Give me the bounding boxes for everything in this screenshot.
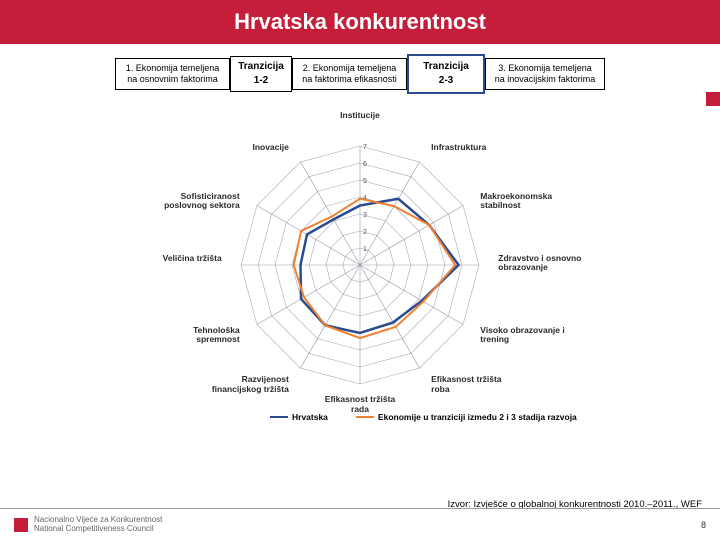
legend-transition: Ekonomije u tranziciji između 2 i 3 stad… [356,412,577,422]
axis-label: Sofisticiranost poslovnog sektora [150,192,240,211]
axis-label: Efikasnost tržišta roba [431,375,521,394]
legend-swatch-transition [356,416,374,418]
stage-row: 1. Ekonomija temeljena na osnovnim fakto… [0,54,720,94]
chart-legend: Hrvatska Ekonomije u tranziciji između 2… [270,412,577,422]
slide-title: Hrvatska konkurentnost [0,0,720,44]
axis-label: Veličina tržišta [132,254,222,263]
transition-1-label: Tranzicija [237,61,285,73]
transition-1: Tranzicija 1-2 [230,56,292,92]
transition-2-highlight: Tranzicija 2-3 [407,54,485,94]
svg-text:5: 5 [363,178,367,185]
svg-text:2: 2 [363,229,367,236]
axis-label: Visoko obrazovanje i trening [480,326,570,345]
legend-croatia: Hrvatska [270,412,328,422]
svg-text:7: 7 [363,144,367,151]
footer: Nacionalno Vijeće za KonkurentnostNation… [0,508,720,540]
radar-svg: 1234567 [0,100,720,430]
axis-label: Makroekonomska stabilnost [480,192,570,211]
svg-text:3: 3 [363,212,367,219]
axis-label: Zdravstvo i osnovno obrazovanje [498,254,588,273]
axis-label: Inovacije [199,143,289,152]
axis-label: Razvijenost financijskog tržišta [199,375,289,394]
transition-2-label: Tranzicija [417,61,475,73]
stage-3: 3. Ekonomija temeljena na inovacijskim f… [485,58,605,90]
stage-1: 1. Ekonomija temeljena na osnovnim fakto… [115,58,230,90]
legend-label-transition: Ekonomije u tranziciji između 2 i 3 stad… [378,412,577,422]
radar-chart: 1234567 InstitucijeInfrastrukturaMakroek… [0,100,720,430]
svg-text:1: 1 [363,246,367,253]
stage-2: 2. Ekonomija temeljena na faktorima efik… [292,58,407,90]
transition-2-range: 2-3 [417,75,475,87]
transition-1-range: 1-2 [237,75,285,87]
logo-icon [14,518,28,532]
page-number: 8 [701,520,706,530]
legend-label-croatia: Hrvatska [292,412,328,422]
legend-swatch-croatia [270,416,288,418]
svg-text:6: 6 [363,161,367,168]
axis-label: Institucije [315,111,405,120]
axis-label: Tehnološka spremnost [150,326,240,345]
axis-label: Infrastruktura [431,143,521,152]
footer-org: Nacionalno Vijeće za KonkurentnostNation… [34,516,162,534]
